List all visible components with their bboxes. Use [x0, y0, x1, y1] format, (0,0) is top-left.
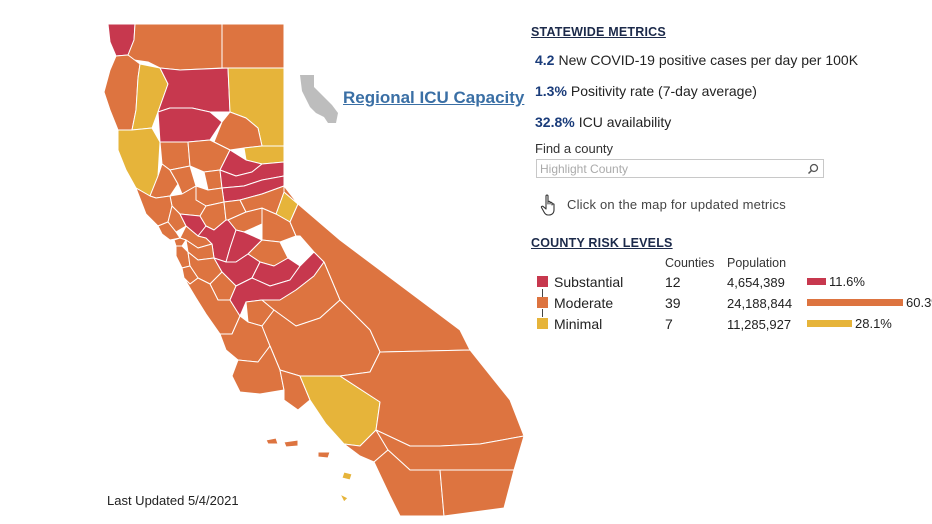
county-napa[interactable]: [167, 205, 187, 233]
risk-county-count: 12: [665, 274, 681, 290]
metric-label: Positivity rate (7-day average): [570, 83, 757, 99]
county-search-box[interactable]: [536, 159, 824, 178]
county-mono[interactable]: [239, 185, 285, 215]
regional-icu-california-icon[interactable]: [298, 73, 342, 125]
risk-row-minimal[interactable]: Minimal 7 11,285,927 28.1%: [531, 316, 932, 336]
metric-positivity-rate: 1.3% Positivity rate (7-day average): [535, 83, 757, 99]
risk-row-substantial[interactable]: Substantial 12 4,654,389 11.6%: [531, 274, 932, 294]
risk-population: 24,188,844: [727, 296, 793, 311]
county-san-francisco[interactable]: [173, 237, 187, 247]
channel-islands: [265, 437, 331, 459]
metric-value: 4.2: [535, 52, 555, 68]
population-column-header: Population: [727, 256, 787, 270]
metric-new-cases: 4.2 New COVID-19 positive cases per day p…: [535, 52, 858, 68]
metrics-panel: STATEWIDE METRICS 4.2 New COVID-19 positi…: [531, 0, 932, 524]
county-shasta[interactable]: [157, 67, 231, 113]
metric-value: 1.3%: [535, 83, 567, 99]
county-siskiyou[interactable]: [127, 23, 223, 71]
risk-county-count: 7: [665, 316, 673, 332]
legend-connector: [542, 309, 543, 317]
pointer-hand-icon: [540, 194, 555, 216]
metric-label: ICU availability: [578, 114, 672, 130]
find-county-label: Find a county: [535, 141, 614, 156]
risk-population-bar: [807, 278, 826, 285]
risk-population-percent: 28.1%: [855, 316, 892, 331]
risk-swatch: [537, 318, 548, 329]
county-tehama[interactable]: [157, 107, 223, 143]
risk-population-percent: 60.3%: [906, 295, 932, 310]
statewide-metrics-title: STATEWIDE METRICS: [531, 25, 666, 39]
risk-population-bar: [807, 320, 852, 327]
risk-population: 11,285,927: [727, 317, 792, 332]
county-modoc[interactable]: [221, 23, 285, 69]
map-hint-text: Click on the map for updated metrics: [567, 197, 786, 212]
county-imperial[interactable]: [439, 469, 515, 517]
regional-icu-capacity-link[interactable]: Regional ICU Capacity: [343, 88, 525, 107]
county-risk-levels-title: COUNTY RISK LEVELS: [531, 236, 673, 250]
risk-swatch: [537, 297, 548, 308]
metric-label: New COVID-19 positive cases per day per …: [558, 52, 859, 68]
county-search-input[interactable]: [537, 160, 800, 178]
risk-county-count: 39: [665, 295, 681, 311]
risk-row-moderate[interactable]: Moderate 39 24,188,844 60.3%: [531, 295, 932, 315]
catalina-island: [339, 471, 353, 503]
risk-label: Moderate: [554, 295, 614, 311]
risk-swatch: [537, 276, 548, 287]
risk-label: Minimal: [554, 316, 603, 332]
metric-icu-availability: 32.8% ICU availability: [535, 114, 671, 130]
last-updated-text: Last Updated 5/4/2021: [107, 493, 239, 508]
search-icon[interactable]: [807, 163, 819, 175]
county-tuolumne[interactable]: [261, 207, 297, 243]
risk-population: 4,654,389: [727, 275, 785, 290]
risk-label: Substantial: [554, 274, 624, 290]
california-county-map[interactable]: [0, 0, 540, 524]
counties-column-header: Counties: [665, 256, 715, 270]
county-yuba[interactable]: [203, 169, 223, 191]
risk-population-percent: 11.6%: [829, 274, 865, 289]
legend-connector: [542, 289, 543, 297]
risk-population-bar: [807, 299, 903, 306]
metric-value: 32.8%: [535, 114, 575, 130]
